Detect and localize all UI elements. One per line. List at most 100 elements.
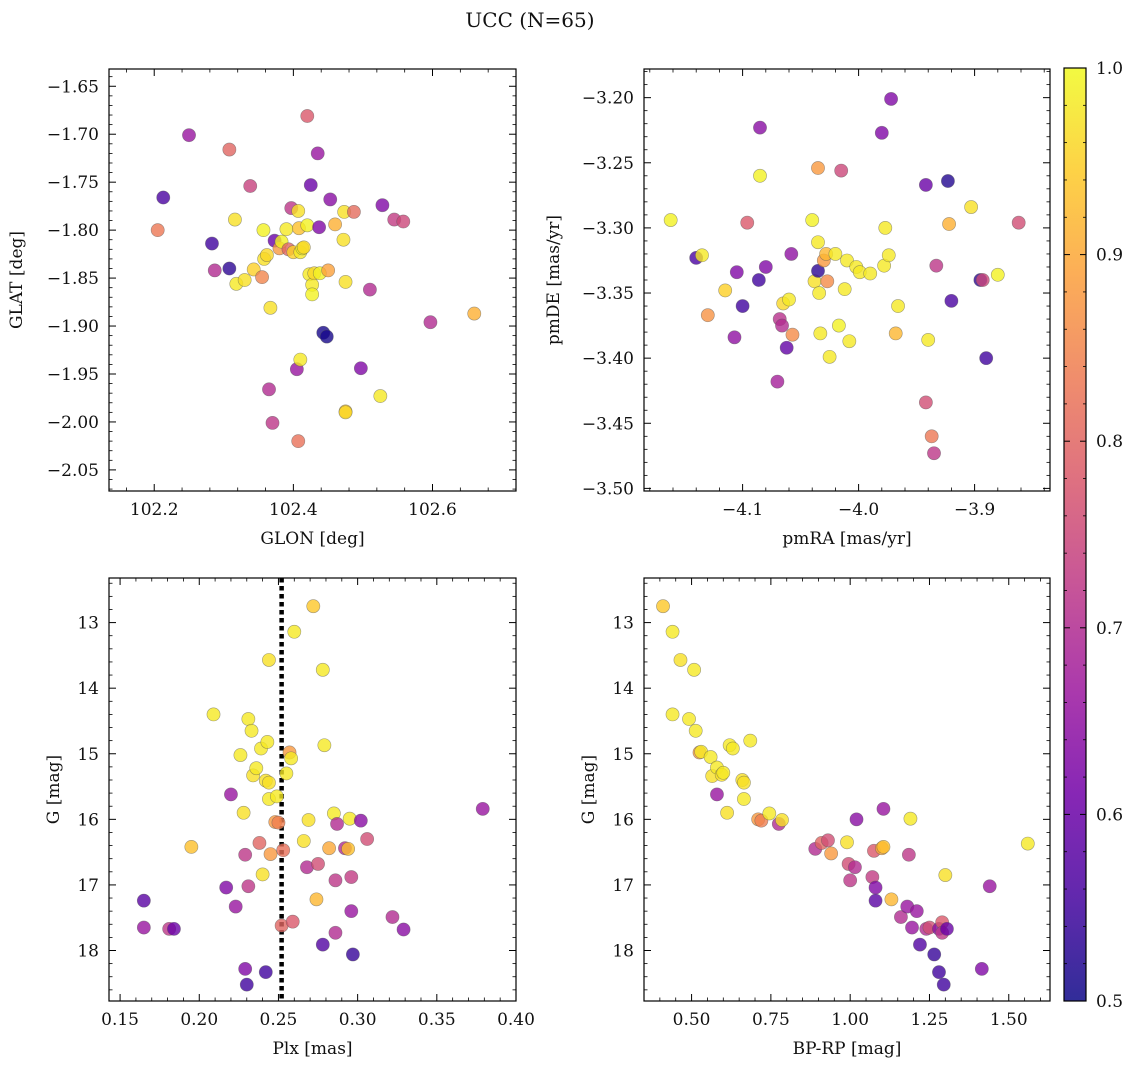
data-point [360,832,375,846]
data-point [979,351,994,366]
data-point [206,707,221,722]
data-point [260,735,275,749]
data-point [821,833,835,848]
y-tick-label: 15 [77,745,99,765]
x-axis-label: GLON [deg] [260,529,364,549]
y-tick-label: −1.70 [47,125,99,145]
data-point [975,273,990,287]
data-point [303,178,318,192]
data-point [740,215,755,230]
y-tick-label: 16 [77,810,99,830]
data-point [737,792,751,806]
x-tick-label: −3.9 [954,500,995,520]
data-point [228,212,242,227]
data-point [423,315,438,330]
x-axis-label: BP-RP [mag] [793,1039,902,1059]
data-point [315,662,330,677]
y-tick-label: −1.95 [47,365,99,385]
data-point [863,266,878,281]
y-tick-label: 13 [77,614,99,634]
data-point [805,213,820,227]
data-point [306,599,321,614]
data-point [927,947,942,962]
data-point [222,261,237,276]
data-point [811,263,825,278]
colorbar-tick-label: 0.9 [1096,246,1123,266]
data-point [291,204,306,218]
data-point [849,812,864,827]
x-axis-label: pmRA [mas/yr] [782,529,911,549]
data-point [238,961,253,976]
data-point [687,662,702,677]
data-point [237,273,252,287]
data-point [287,624,302,639]
panel-color-magnitude: 0.50 0.75 1.00 1.25 1.50 13 14 15 16 17 18 BP-RP [m… [579,577,1051,1059]
x-tick-label: 0.30 [339,1010,377,1030]
data-point [291,434,306,449]
data-point [336,232,351,247]
data-point [321,263,336,278]
y-tick-label: 13 [612,614,634,634]
data-point [813,326,828,341]
colorbar-frame [1063,67,1087,1002]
colorbar-tick-label: 0.7 [1096,619,1123,639]
data-point [236,805,251,820]
data-point [938,868,953,882]
data-point [293,352,308,367]
data-point [475,801,490,816]
data-point [903,811,918,826]
data-point [184,839,199,854]
data-point [205,236,219,251]
data-point [753,168,767,183]
data-point [233,748,248,762]
data-point [258,965,273,980]
data-point [150,223,165,238]
data-point [311,857,325,871]
y-tick-label: 14 [612,679,634,699]
scatter-points [663,92,1026,461]
colorbar-tick-label: 0.8 [1096,432,1123,452]
data-point [770,374,785,389]
data-point [396,922,411,937]
data-point [346,205,361,219]
data-point [982,879,997,894]
y-axis-label: G [mag] [44,755,64,824]
data-point [940,921,954,936]
data-point [812,286,827,300]
data-point [874,125,889,140]
data-point [269,789,284,804]
data-point [362,282,377,297]
x-tick-label: 1.25 [911,1010,949,1030]
x-tick-label: 0.50 [673,1010,711,1030]
data-point [918,395,933,410]
y-tick-label: −1.80 [47,221,99,241]
data-point [328,217,343,232]
data-point [762,806,777,821]
y-tick-label: −1.90 [47,317,99,337]
data-point [319,329,334,344]
data-point [822,349,837,364]
data-point [328,873,343,888]
y-tick-label: 16 [612,810,634,830]
colorbar: 0.5 0.6 0.7 0.8 0.9 1.0 [1063,59,1123,1012]
data-point [737,775,751,790]
data-point [262,382,276,397]
data-point [663,213,678,227]
data-point [328,925,343,940]
axes-frame [108,577,517,1002]
data-point [256,223,271,238]
data-point [718,283,733,298]
data-point [249,761,264,776]
x-tick-label: −4.0 [838,500,879,520]
data-point [710,787,724,802]
data-point [876,801,891,816]
data-point [842,334,857,349]
panel-parallax-magnitude: 0.15 0.20 0.25 0.30 0.35 0.40 13 14 15 16 17 18 Plx … [44,577,535,1059]
data-point [782,292,796,307]
data-point [848,860,862,875]
data-point [279,222,294,237]
data-point [156,190,171,205]
y-tick-label: −3.25 [582,154,634,174]
y-tick-label: −2.05 [47,461,99,481]
data-point [243,179,258,193]
